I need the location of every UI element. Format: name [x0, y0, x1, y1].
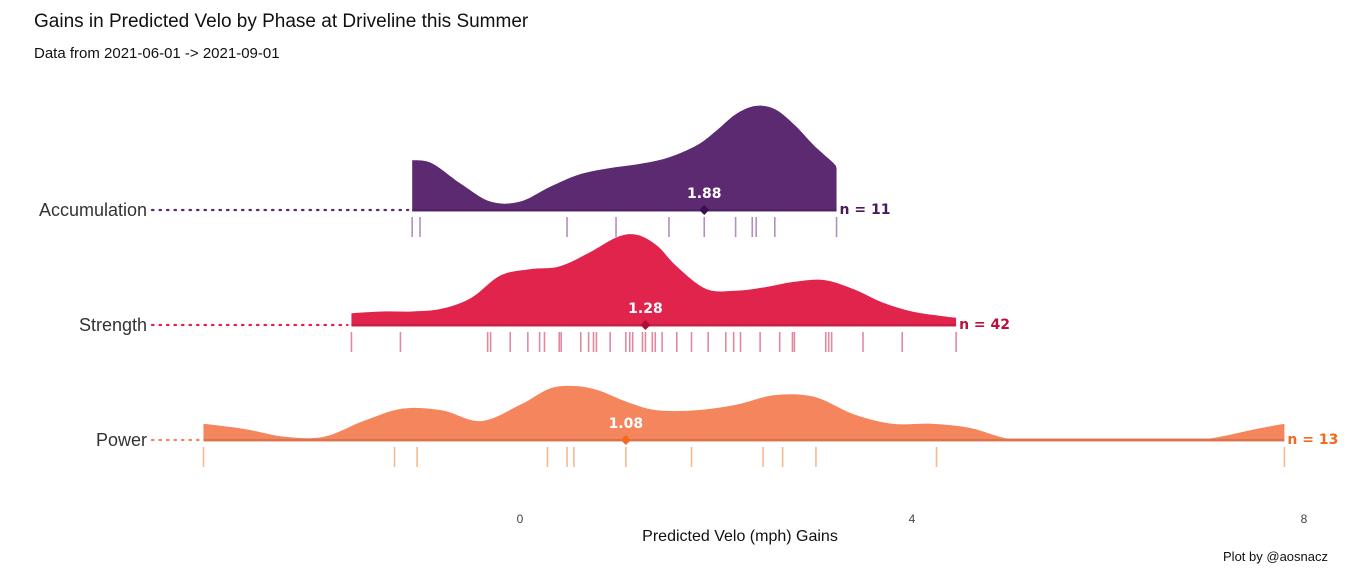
strength-n-label: n = 42 — [959, 317, 1010, 333]
x-tick-label: 4 — [909, 512, 916, 526]
power-median-label: 1.08 — [609, 416, 644, 432]
accumulation-n-label: n = 11 — [840, 202, 891, 218]
accumulation-median-label: 1.88 — [687, 186, 722, 202]
accumulation-label: Accumulation — [39, 200, 147, 220]
x-tick-label: 8 — [1301, 512, 1308, 526]
power-label: Power — [96, 430, 147, 450]
ridge-strength: Strength 1.28 n = 42 — [79, 234, 1010, 352]
x-axis-label: Predicted Velo (mph) Gains — [642, 528, 838, 545]
strength-rug — [350, 332, 957, 352]
power-n-label: n = 13 — [1287, 432, 1338, 448]
accumulation-rug — [411, 217, 838, 237]
ridge-accumulation: Accumulation 1.88 n = 11 — [39, 105, 891, 237]
chart-title: Gains in Predicted Velo by Phase at Driv… — [34, 11, 529, 32]
power-median-point — [620, 435, 631, 445]
x-axis: 0 4 8 — [517, 512, 1308, 526]
power-density-area — [203, 385, 1285, 441]
ridge-power: Power 1.08 n = 13 — [96, 385, 1338, 467]
power-rug — [202, 447, 1286, 467]
accumulation-density-area — [412, 105, 837, 210]
caption: Plot by @aosnacz — [1223, 549, 1328, 564]
strength-density-area — [351, 234, 957, 325]
accumulation-median-point — [699, 205, 710, 215]
chart-subtitle: Data from 2021-06-01 -> 2021-09-01 — [34, 45, 280, 62]
strength-label: Strength — [79, 315, 147, 335]
ridges-layer: Accumulation 1.88 n = 11 Strength 1.28 n = 42… — [39, 105, 1338, 467]
strength-median-label: 1.28 — [628, 301, 663, 317]
x-tick-label: 0 — [517, 512, 524, 526]
strength-median-point — [640, 320, 651, 330]
